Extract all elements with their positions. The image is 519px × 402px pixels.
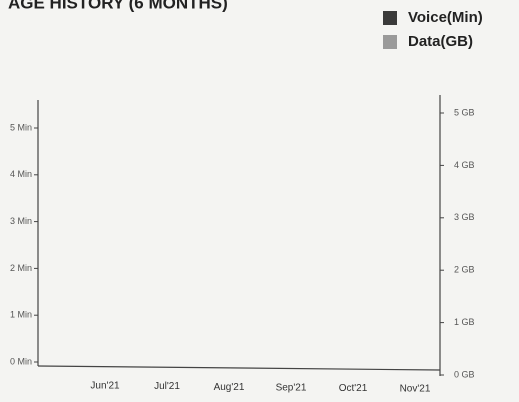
- x-tick-label: Jul'21: [154, 381, 180, 392]
- x-tick-label: Aug'21: [214, 382, 245, 393]
- y-tick-label: 2 Min: [10, 263, 32, 273]
- x-tick-label: Jun'21: [90, 381, 120, 392]
- y2-tick-label: 1 GB: [454, 317, 475, 327]
- x-axis: [37, 365, 441, 371]
- x-tick-label: Oct'21: [339, 383, 368, 394]
- x-tick-label: Nov'21: [400, 384, 431, 395]
- x-tick-label: Sep'21: [276, 382, 307, 393]
- y-tick-label: 4 Min: [10, 169, 32, 179]
- y2-tick-label: 0 GB: [454, 369, 475, 379]
- legend-swatch: [383, 35, 397, 49]
- y2-tick-label: 3 GB: [454, 212, 475, 222]
- chart-title: AGE HISTORY (6 MONTHS): [8, 0, 228, 12]
- y-tick-label: 1 Min: [10, 310, 32, 320]
- y-tick-label: 3 Min: [10, 216, 32, 226]
- y2-tick-label: 4 GB: [454, 160, 475, 170]
- y-tick-label: 0 Min: [10, 356, 32, 366]
- legend-swatch: [383, 11, 397, 25]
- legend-label: Data(GB): [408, 33, 473, 50]
- y2-tick-label: 5 GB: [454, 107, 475, 117]
- legend-label: Voice(Min): [408, 9, 483, 26]
- y-tick-label: 5 Min: [10, 122, 32, 132]
- y2-tick-label: 2 GB: [454, 265, 475, 275]
